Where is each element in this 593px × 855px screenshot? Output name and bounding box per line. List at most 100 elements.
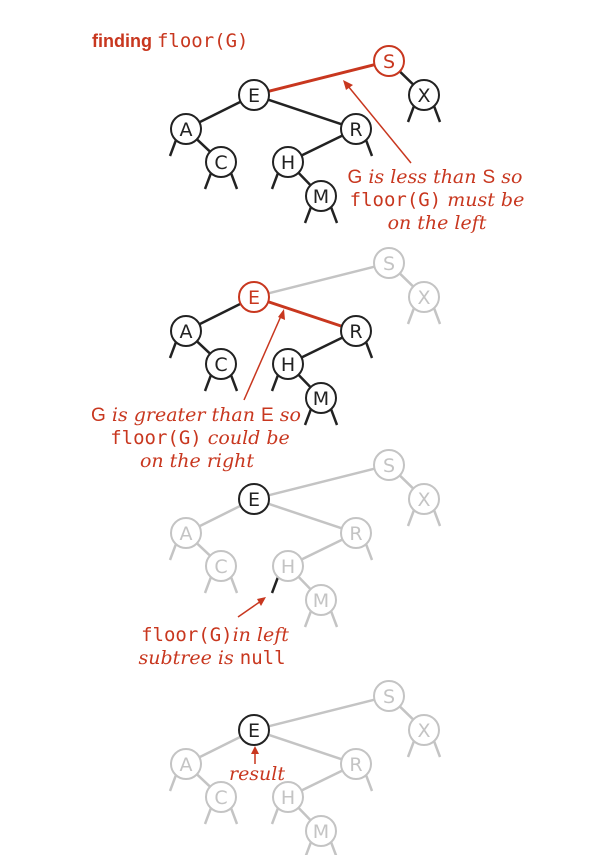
node-key: S [383,455,395,477]
null-link-c-right [229,172,239,190]
node-circle [170,748,202,780]
node-circle [373,680,405,712]
null-link-h-left [270,172,280,190]
tree-node-r: R [340,517,372,549]
null-link-x-left [406,105,416,123]
node-key: E [248,287,260,309]
null-link-x-right [432,740,442,758]
node-circle [272,146,304,178]
node-circle [373,449,405,481]
tree-edge-h-m [297,806,312,822]
tree-node-r: R [340,113,372,145]
node-circle [205,550,237,582]
tree-node-a: A [170,113,202,145]
node-key: C [214,787,227,809]
null-link-m-left [304,841,313,855]
null-link-c-right [229,576,239,594]
tree-node-h: H [272,781,304,813]
tree-node-s: S [373,449,405,481]
node-key: M [313,590,329,612]
title-code: floor(G) [157,30,249,52]
node-circle [305,815,337,847]
annotation-text: in left [233,624,290,646]
title-prefix: finding [92,31,152,51]
annotation-result: result [229,746,285,785]
null-link-c-left [203,576,213,594]
panel-search-e: S E X A R C HM [168,247,442,426]
node-circle [205,348,237,380]
node-key: M [313,388,329,410]
node-circle [373,247,405,279]
null-link-m-right [329,841,338,855]
tree-edge-s-x [398,705,415,721]
node-circle [170,113,202,145]
tree-node-a: A [170,315,202,347]
tree-edge-s-e [268,698,375,728]
null-link-r-right [364,774,374,792]
node-circle [305,382,337,414]
annotation-text: could be [202,427,290,449]
tree-edge-e-a [198,504,242,528]
node-circle [305,180,337,212]
node-circle [205,146,237,178]
svg-text:floor(G) could be: floor(G) could be [110,427,290,449]
null-link-x-right [432,105,442,123]
node-key: M [313,821,329,843]
node-key: H [281,354,295,376]
annotation-text: is less than [362,166,482,188]
node-circle [340,113,372,145]
null-link-m-left [303,408,313,426]
null-link-c-right [229,807,239,825]
node-circle [170,517,202,549]
node-key: A [180,321,193,343]
null-link-h-left [270,374,280,392]
node-circle [408,483,440,515]
tree-edge-e-r [267,98,343,126]
tree-edge-a-c [196,138,211,153]
svg-text:floor(G)in left: floor(G)in left [141,624,289,646]
null-link-c-left [203,807,213,825]
tree-edge-s-e [268,63,375,93]
node-key: X [417,287,430,309]
node-circle [340,315,372,347]
null-link-m-right [329,408,339,426]
arrowhead-icon [257,597,266,606]
tree-edge-r-h [300,538,344,561]
tree-edge-a-c [196,773,211,788]
tree-edge-a-c [196,340,211,355]
null-link-x-left [406,740,416,758]
annotation-arrow-line [243,315,282,401]
tree-edge-s-e [268,467,375,497]
node-key: A [180,119,193,141]
arrowhead-icon [278,309,285,320]
tree-node-e: E [238,714,270,746]
tree-node-x: X [408,714,440,746]
tree-edge-e-a [198,100,242,124]
null-link-m-right [329,610,339,628]
annotation-text: on the right [140,450,254,472]
annotation-arrow-line [347,85,412,164]
node-circle [340,748,372,780]
node-key: H [281,152,295,174]
node-key: R [349,321,362,343]
panel-search-h: S E X A R C HM [168,449,442,628]
tree-edge-r-h [300,134,344,157]
node-key: S [383,253,395,275]
tree-edge-e-r [267,733,343,761]
null-link-x-right [432,509,442,527]
node-circle [238,714,270,746]
null-link-a-left [168,341,178,359]
annotation-text: must be [441,189,524,211]
svg-text:G is less than S so: G is less than S so [348,166,523,188]
tree-node-s: S [373,680,405,712]
tree-node-a: A [170,517,202,549]
tree-node-e: E [238,483,270,515]
node-key: C [214,556,227,578]
annotation-code: floor(G) [350,189,442,211]
node-key: R [349,119,362,141]
annotation-key-g: G [348,167,363,188]
null-link-x-right [432,307,442,325]
null-link-c-left [203,374,213,392]
null-link-r-right [364,543,374,561]
